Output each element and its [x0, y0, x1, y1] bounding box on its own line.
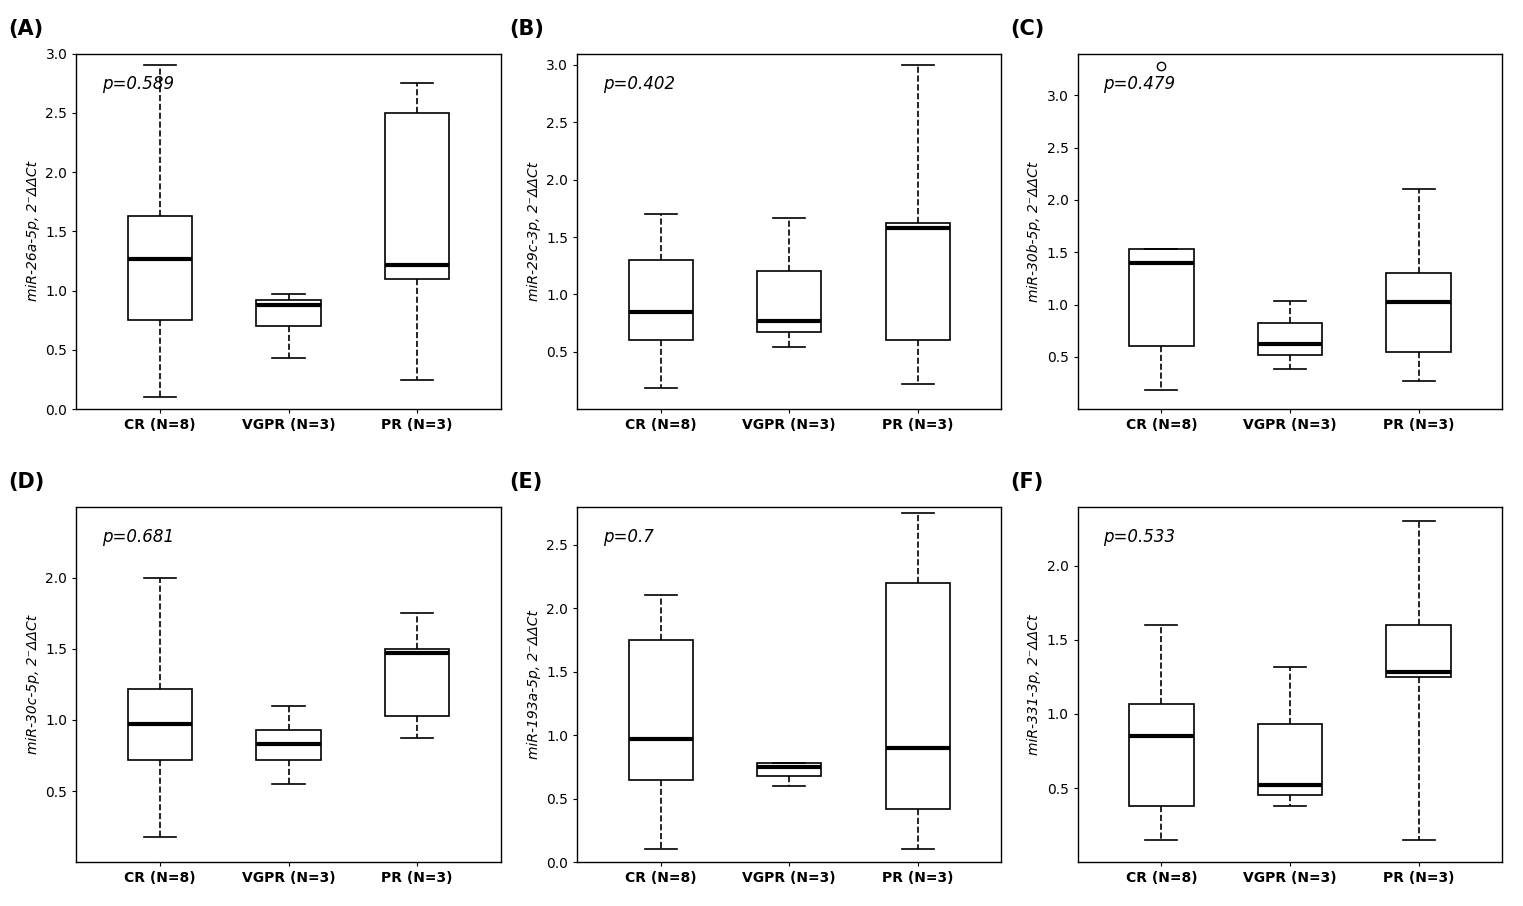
PathPatch shape — [629, 260, 693, 341]
Text: (F): (F) — [1010, 472, 1043, 492]
PathPatch shape — [1129, 249, 1194, 346]
Text: (D): (D) — [9, 472, 44, 492]
Y-axis label: miR-26a-5p, 2⁻ΔΔCt: miR-26a-5p, 2⁻ΔΔCt — [26, 161, 40, 302]
Y-axis label: miR-30b-5p, 2⁻ΔΔCt: miR-30b-5p, 2⁻ΔΔCt — [1027, 161, 1042, 302]
Text: (C): (C) — [1010, 19, 1045, 39]
Text: p=0.402: p=0.402 — [603, 75, 675, 92]
PathPatch shape — [385, 649, 449, 716]
PathPatch shape — [385, 112, 449, 279]
Y-axis label: miR-193a-5p, 2⁻ΔΔCt: miR-193a-5p, 2⁻ΔΔCt — [527, 610, 541, 759]
Text: (A): (A) — [9, 19, 44, 39]
PathPatch shape — [757, 763, 821, 776]
PathPatch shape — [128, 689, 192, 760]
PathPatch shape — [256, 300, 321, 326]
PathPatch shape — [757, 272, 821, 333]
PathPatch shape — [1258, 724, 1322, 795]
PathPatch shape — [128, 216, 192, 320]
Text: p=0.681: p=0.681 — [102, 528, 174, 545]
PathPatch shape — [886, 583, 950, 809]
PathPatch shape — [256, 730, 321, 760]
Y-axis label: miR-29c-3p, 2⁻ΔΔCt: miR-29c-3p, 2⁻ΔΔCt — [527, 161, 541, 301]
Y-axis label: miR-331-3p, 2⁻ΔΔCt: miR-331-3p, 2⁻ΔΔCt — [1027, 614, 1042, 755]
PathPatch shape — [1386, 274, 1451, 352]
PathPatch shape — [1129, 704, 1194, 805]
Text: p=0.533: p=0.533 — [1103, 528, 1176, 545]
Text: (E): (E) — [509, 472, 542, 492]
PathPatch shape — [1386, 625, 1451, 677]
Text: p=0.589: p=0.589 — [102, 75, 174, 92]
PathPatch shape — [1258, 323, 1322, 355]
PathPatch shape — [886, 223, 950, 341]
Text: p=0.7: p=0.7 — [603, 528, 653, 545]
PathPatch shape — [629, 640, 693, 779]
Text: (B): (B) — [509, 19, 544, 39]
Text: p=0.479: p=0.479 — [1103, 75, 1176, 92]
Y-axis label: miR-30c-5p, 2⁻ΔΔCt: miR-30c-5p, 2⁻ΔΔCt — [26, 614, 40, 754]
